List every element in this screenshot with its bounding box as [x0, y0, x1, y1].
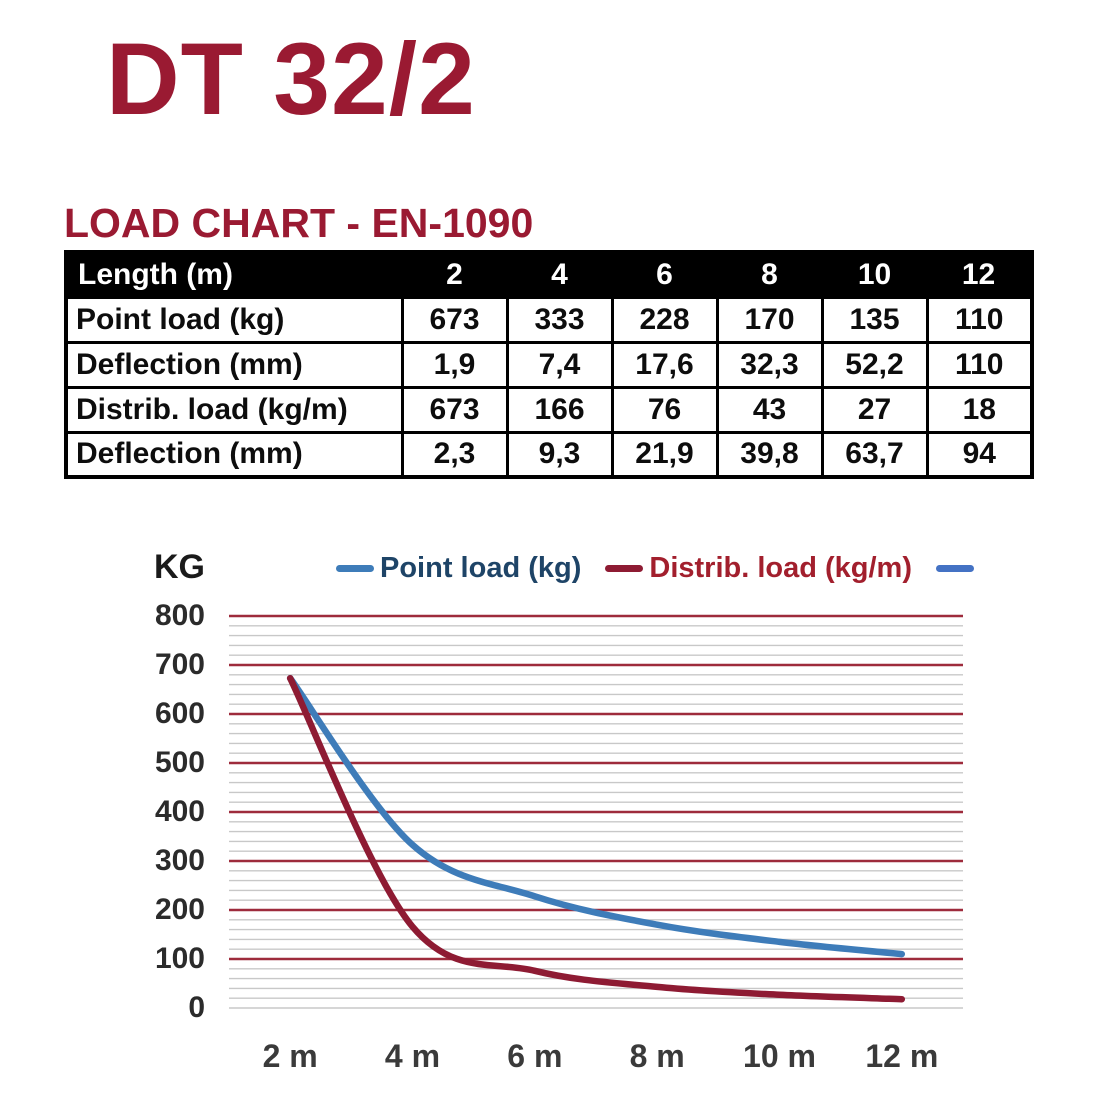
- cell-value: 94: [925, 430, 1034, 479]
- legend-dash-icon: [336, 565, 374, 572]
- cell-value: 673: [400, 295, 509, 344]
- y-axis-title: KG: [154, 548, 205, 586]
- cell-value: 135: [820, 295, 929, 344]
- legend-label: Distrib. load (kg/m): [649, 552, 913, 584]
- legend-item: Distrib. load (kg/m): [605, 552, 912, 585]
- cell-value: 18: [925, 385, 1034, 434]
- y-axis-tick: 100: [154, 942, 205, 975]
- y-axis-tick: 0: [188, 991, 205, 1024]
- y-axis-tick: 700: [154, 648, 205, 681]
- table-header-length: 6: [612, 252, 717, 297]
- legend-item: [936, 565, 975, 572]
- row-label: Distrib. load (kg/m): [64, 385, 404, 434]
- cell-value: 110: [925, 340, 1034, 389]
- x-axis-tick: 4 m: [384, 1038, 441, 1074]
- load-chart-heading: LOAD CHART - EN-1090: [64, 200, 534, 246]
- row-label: Deflection (mm): [64, 430, 404, 479]
- y-axis-tick: 600: [154, 697, 205, 730]
- table-header-length: 4: [507, 252, 612, 297]
- cell-value: 673: [400, 385, 509, 434]
- cell-value: 39,8: [715, 430, 824, 479]
- cell-value: 9,3: [505, 430, 614, 479]
- table-row: Point load (kg) 673 333 228 170 135 110: [64, 295, 1034, 344]
- page-title: DT 32/2: [106, 22, 476, 136]
- cell-value: 76: [610, 385, 719, 434]
- table-body: Point load (kg) 673 333 228 170 135 110 Deflect…: [64, 295, 1034, 479]
- cell-value: 333: [505, 295, 614, 344]
- cell-value: 27: [820, 385, 929, 434]
- cell-value: 1,9: [400, 340, 509, 389]
- y-axis-tick: 800: [154, 599, 205, 632]
- legend-item: Point load (kg): [336, 552, 581, 585]
- x-axis-tick: 8 m: [629, 1038, 685, 1074]
- cell-value: 2,3: [400, 430, 509, 479]
- cell-value: 63,7: [820, 430, 929, 479]
- load-chart: KG Point load (kg) Distrib. load (kg/m) 8…: [0, 540, 1100, 1100]
- x-axis-tick: 10 m: [743, 1038, 816, 1074]
- cell-value: 110: [925, 295, 1034, 344]
- x-axis-tick: 12 m: [865, 1038, 939, 1074]
- table-header-length: 12: [927, 252, 1032, 297]
- x-axis-tick: 6 m: [507, 1038, 563, 1074]
- cell-value: 43: [715, 385, 824, 434]
- legend-dash-icon: [936, 565, 975, 572]
- cell-value: 32,3: [715, 340, 824, 389]
- x-axis-tick: 2 m: [262, 1038, 318, 1074]
- cell-value: 166: [505, 385, 614, 434]
- table-header-label: Length (m): [66, 252, 402, 297]
- table-header-row: Length (m) 2 4 6 8 10 12: [66, 252, 1032, 297]
- load-table: Length (m) 2 4 6 8 10 12 Point load (kg) 673 333…: [64, 250, 1034, 479]
- table-header-length: 2: [402, 252, 507, 297]
- table-row: Deflection (mm) 2,3 9,3 21,9 39,8 63,7 94: [64, 430, 1034, 479]
- table-row: Deflection (mm) 1,9 7,4 17,6 32,3 52,2 110: [64, 340, 1034, 389]
- chart-legend: Point load (kg) Distrib. load (kg/m): [336, 552, 975, 585]
- cell-value: 21,9: [610, 430, 719, 479]
- row-label: Deflection (mm): [64, 340, 404, 389]
- row-label: Point load (kg): [64, 295, 404, 344]
- cell-value: 228: [610, 295, 719, 344]
- y-axis-tick: 200: [154, 893, 205, 926]
- legend-label: Point load (kg): [380, 552, 582, 584]
- y-axis-tick: 300: [154, 844, 205, 877]
- cell-value: 17,6: [610, 340, 719, 389]
- cell-value: 7,4: [505, 340, 614, 389]
- y-axis-tick: 500: [154, 746, 205, 779]
- plot-area: [229, 614, 963, 1009]
- table-header-length: 10: [822, 252, 927, 297]
- y-axis-tick: 400: [154, 795, 205, 828]
- cell-value: 52,2: [820, 340, 929, 389]
- cell-value: 170: [715, 295, 824, 344]
- series-line-point-load-kg: [286, 674, 906, 958]
- table-header-length: 8: [717, 252, 822, 297]
- table-row: Distrib. load (kg/m) 673 166 76 43 27 18: [64, 385, 1034, 434]
- legend-dash-icon: [605, 565, 644, 572]
- series-line-distrib-load-kg-m: [286, 674, 906, 1003]
